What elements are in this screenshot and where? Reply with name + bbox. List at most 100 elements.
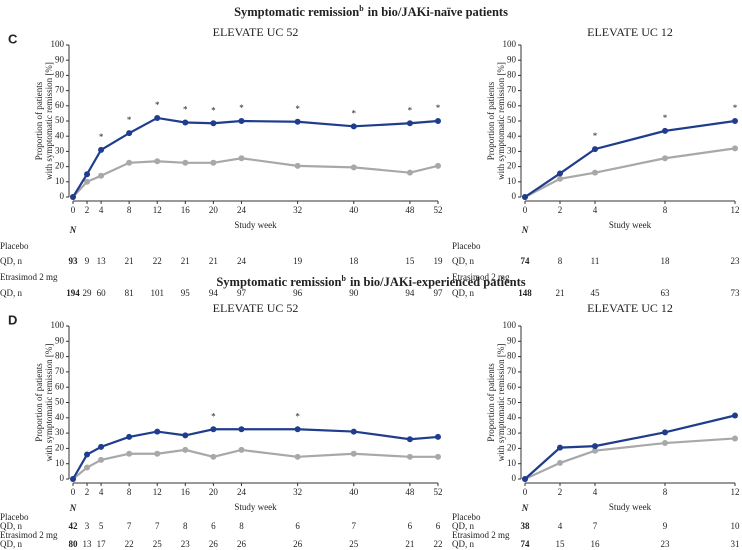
data-point <box>406 436 413 443</box>
series-line <box>524 437 736 480</box>
n-value: 7 <box>593 521 598 531</box>
x-tick-label: 40 <box>349 205 359 215</box>
y-tick-label: 10 <box>55 458 65 468</box>
x-axis-label: Study week <box>609 220 652 230</box>
data-point <box>662 440 668 447</box>
significance-marker: * <box>436 103 441 113</box>
y-tick-label: 80 <box>507 351 517 361</box>
data-point <box>126 159 133 166</box>
row-group-label: Placebo <box>452 241 481 251</box>
n-value: 81 <box>125 288 134 298</box>
n-value: 90 <box>349 288 359 298</box>
x-tick-label: 48 <box>405 487 415 497</box>
significance-marker: * <box>733 103 738 113</box>
row-group-label: Etrasimod 2 mg <box>452 530 510 540</box>
n-header: N <box>69 225 77 235</box>
n-value: 16 <box>591 539 601 549</box>
n-value: 194 <box>66 288 80 298</box>
n-value: 19 <box>293 256 303 266</box>
data-point <box>294 426 301 433</box>
significance-marker: * <box>663 113 668 123</box>
data-point <box>350 123 357 130</box>
data-point <box>98 456 105 463</box>
x-tick-label: 2 <box>558 205 563 215</box>
x-tick-label: 48 <box>405 205 415 215</box>
data-point <box>154 428 161 435</box>
y-tick-label: 80 <box>507 69 517 79</box>
n-value: 101 <box>150 288 164 298</box>
title-text: in bio/JAKi-naïve patients <box>368 5 508 19</box>
data-point <box>84 451 91 458</box>
n-value: 3 <box>85 521 90 531</box>
n-value: 19 <box>434 256 444 266</box>
n-header: N <box>521 503 529 513</box>
panel-label: C <box>8 31 18 46</box>
data-point <box>126 433 133 440</box>
n-value: 23 <box>731 256 741 266</box>
y-tick-label: 60 <box>507 100 517 110</box>
data-point <box>98 146 105 153</box>
data-point <box>294 118 301 125</box>
n-value: 23 <box>181 539 191 549</box>
row-label: QD, n <box>0 539 22 549</box>
y-tick-label: 70 <box>507 85 517 95</box>
y-tick-label: 50 <box>507 397 517 407</box>
y-tick-label: 40 <box>507 412 517 422</box>
n-value: 74 <box>521 256 531 266</box>
n-value: 5 <box>99 521 104 531</box>
x-tick-label: 40 <box>349 487 359 497</box>
y-tick-label: 40 <box>507 130 517 140</box>
y-tick-label: 100 <box>51 320 65 330</box>
data-point <box>732 435 738 442</box>
data-point <box>294 453 301 460</box>
x-tick-label: 24 <box>237 205 247 215</box>
data-point <box>84 178 91 185</box>
x-axis-label: Study week <box>234 220 277 230</box>
n-value: 4 <box>558 521 563 531</box>
n-value: 96 <box>293 288 303 298</box>
n-header: N <box>521 225 529 235</box>
y-tick-label: 10 <box>507 458 517 468</box>
x-tick-label: 2 <box>85 487 90 497</box>
n-value: 25 <box>153 539 163 549</box>
n-value: 38 <box>521 521 531 531</box>
y-tick-label: 50 <box>55 397 65 407</box>
n-value: 10 <box>731 521 741 531</box>
n-value: 15 <box>405 256 415 266</box>
significance-marker: * <box>295 104 300 114</box>
data-point <box>662 429 668 436</box>
y-tick-label: 0 <box>60 473 65 483</box>
y-tick-label: 90 <box>507 54 517 64</box>
y-tick-label: 40 <box>55 130 65 140</box>
y-tick-label: 60 <box>55 100 65 110</box>
row-group-label: Etrasimod 2 mg <box>0 530 58 540</box>
n-value: 94 <box>209 288 219 298</box>
series-line <box>72 116 439 198</box>
data-point <box>592 443 598 450</box>
data-point <box>732 412 738 419</box>
y-tick-label: 40 <box>55 412 65 422</box>
x-axis-label: Study week <box>609 502 652 512</box>
n-value: 148 <box>518 288 532 298</box>
y-tick-label: 20 <box>507 161 517 171</box>
data-point <box>238 426 245 433</box>
data-point <box>557 459 563 466</box>
data-point <box>154 158 161 165</box>
x-tick-label: 16 <box>181 205 191 215</box>
n-header: N <box>69 503 77 513</box>
data-point <box>70 476 76 482</box>
n-value: 24 <box>237 256 247 266</box>
n-value: 8 <box>183 521 188 531</box>
n-value: 18 <box>661 256 671 266</box>
data-point <box>210 120 217 127</box>
n-value: 25 <box>349 539 359 549</box>
x-tick-label: 24 <box>237 487 247 497</box>
chart-title: ELEVATE UC 52 <box>213 25 299 39</box>
row-label: QD, n <box>0 256 22 266</box>
data-point <box>662 155 668 162</box>
row-group-label: Placebo <box>0 512 29 522</box>
n-value: 6 <box>436 521 441 531</box>
x-tick-label: 0 <box>71 205 76 215</box>
x-tick-label: 2 <box>85 205 90 215</box>
